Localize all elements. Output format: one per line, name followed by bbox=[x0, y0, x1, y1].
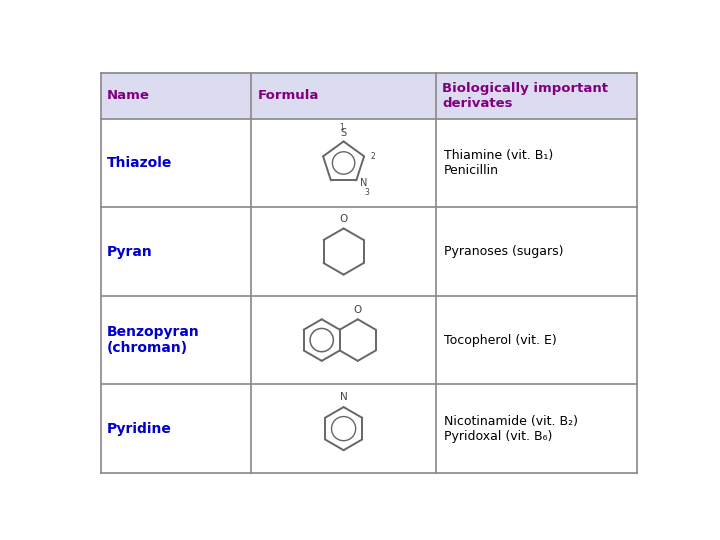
Text: Pyranoses (sugars): Pyranoses (sugars) bbox=[444, 245, 563, 258]
Text: S: S bbox=[341, 127, 346, 138]
Bar bbox=[101, 72, 637, 119]
Text: Benzopyran
(chroman): Benzopyran (chroman) bbox=[107, 325, 200, 355]
Text: Thiazole: Thiazole bbox=[107, 156, 173, 170]
Text: O: O bbox=[339, 214, 348, 224]
Text: Pyran: Pyran bbox=[107, 245, 153, 259]
Text: Thiamine (vit. B₁)
Penicillin: Thiamine (vit. B₁) Penicillin bbox=[444, 149, 553, 177]
Text: O: O bbox=[354, 305, 362, 315]
Text: Nicotinamide (vit. B₂)
Pyridoxal (vit. B₆): Nicotinamide (vit. B₂) Pyridoxal (vit. B… bbox=[444, 415, 577, 443]
Text: 2: 2 bbox=[370, 152, 375, 161]
Text: 1: 1 bbox=[339, 123, 343, 132]
Text: Pyridine: Pyridine bbox=[107, 422, 172, 436]
Text: 3: 3 bbox=[364, 188, 369, 197]
Text: Tocopherol (vit. E): Tocopherol (vit. E) bbox=[444, 334, 557, 347]
Text: Formula: Formula bbox=[257, 89, 319, 102]
Text: N: N bbox=[360, 178, 367, 188]
Text: Biologically important
derivates: Biologically important derivates bbox=[442, 82, 608, 110]
Text: Name: Name bbox=[107, 89, 150, 102]
Text: N: N bbox=[340, 393, 348, 402]
